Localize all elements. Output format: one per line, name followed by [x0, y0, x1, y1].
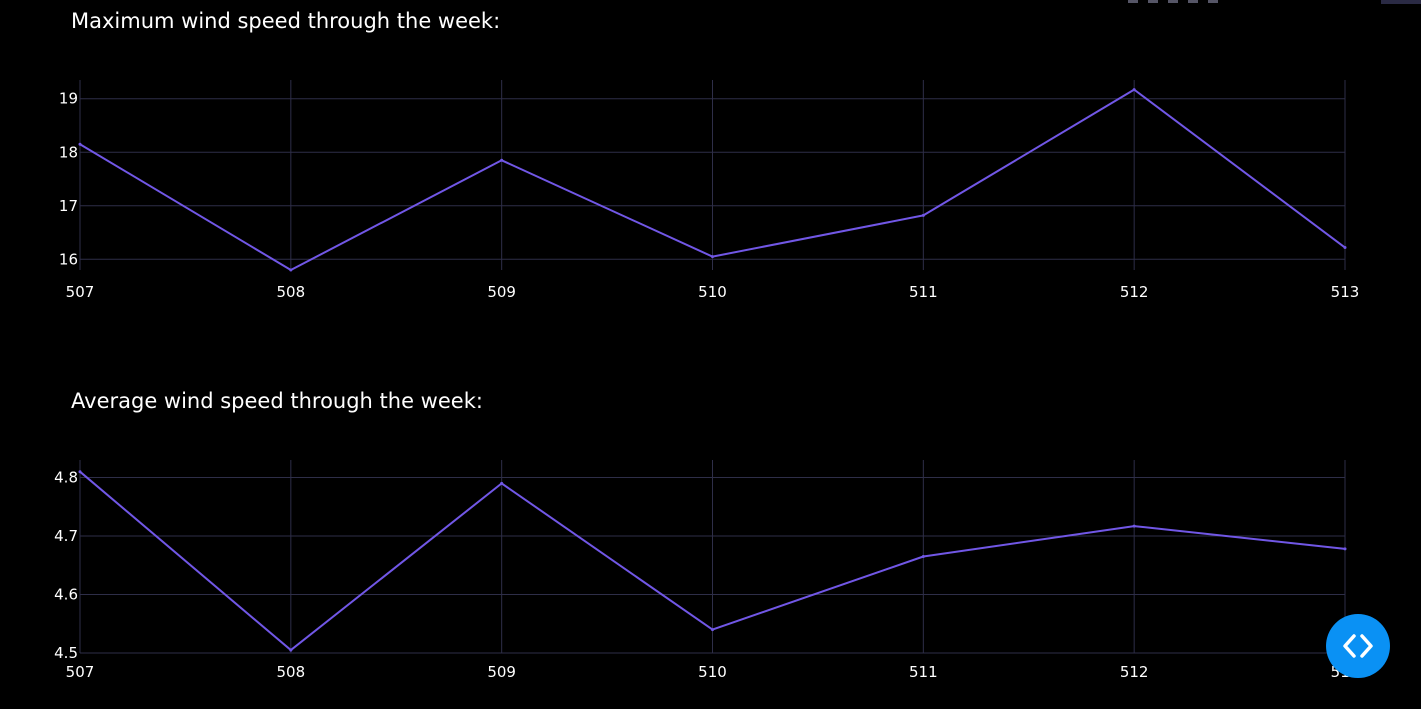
x-tick-label: 510 — [698, 663, 727, 681]
x-tick-label: 510 — [698, 283, 727, 301]
x-tick-label: 513 — [1331, 283, 1360, 301]
data-point[interactable] — [500, 481, 504, 485]
data-point[interactable] — [500, 158, 504, 162]
y-tick-label: 18 — [59, 143, 78, 161]
y-tick-label: 4.7 — [54, 527, 78, 545]
code-brackets-icon — [1343, 634, 1373, 658]
chart-title: Maximum wind speed through the week: — [71, 9, 501, 33]
corner-mark — [1381, 0, 1421, 4]
x-tick-label: 509 — [487, 283, 516, 301]
data-point[interactable] — [78, 470, 82, 474]
modebar-icon[interactable] — [1148, 0, 1158, 3]
chart-title: Average wind speed through the week: — [71, 389, 483, 413]
max-wind-chart: Maximum wind speed through the week: 16 1… — [0, 0, 1421, 345]
y-tick-label: 4.8 — [54, 469, 78, 487]
x-tick-label: 511 — [909, 283, 938, 301]
x-tick-label: 508 — [277, 283, 306, 301]
y-tick-label: 19 — [59, 90, 78, 108]
data-point[interactable] — [1132, 524, 1136, 528]
plot-modebar[interactable] — [1128, 0, 1288, 4]
x-tick-label: 507 — [66, 283, 95, 301]
modebar-icon[interactable] — [1208, 0, 1218, 3]
max-wind-plot[interactable]: 16 17 18 19 507 508 509 510 511 512 513 — [0, 0, 1421, 345]
data-point[interactable] — [1132, 88, 1136, 92]
y-tick-label: 4.6 — [54, 586, 78, 604]
x-tick-label: 512 — [1120, 663, 1149, 681]
data-point[interactable] — [1343, 246, 1347, 250]
data-point[interactable] — [711, 255, 714, 259]
data-point[interactable] — [921, 213, 925, 217]
y-tick-label: 16 — [59, 250, 78, 268]
x-tick-label: 507 — [66, 663, 95, 681]
data-point[interactable] — [921, 555, 925, 558]
avg-wind-plot[interactable]: 4.54.64.74.8507508509510511512513 — [0, 380, 1421, 709]
data-point[interactable] — [289, 268, 293, 272]
code-view-button[interactable] — [1326, 614, 1390, 678]
avg-wind-chart: Average wind speed through the week: 4.5… — [0, 380, 1421, 709]
x-tick-label: 511 — [909, 663, 938, 681]
modebar-icon[interactable] — [1188, 0, 1198, 3]
data-point[interactable] — [78, 142, 82, 146]
x-tick-label: 508 — [277, 663, 306, 681]
x-tick-label: 512 — [1120, 283, 1149, 301]
y-tick-label: 17 — [59, 197, 78, 215]
data-point[interactable] — [1343, 547, 1347, 551]
data-point[interactable] — [289, 648, 293, 652]
y-tick-label: 4.5 — [54, 644, 78, 662]
x-tick-label: 509 — [487, 663, 516, 681]
modebar-icon[interactable] — [1168, 0, 1178, 3]
data-point[interactable] — [711, 628, 714, 632]
modebar-icon[interactable] — [1128, 0, 1138, 3]
